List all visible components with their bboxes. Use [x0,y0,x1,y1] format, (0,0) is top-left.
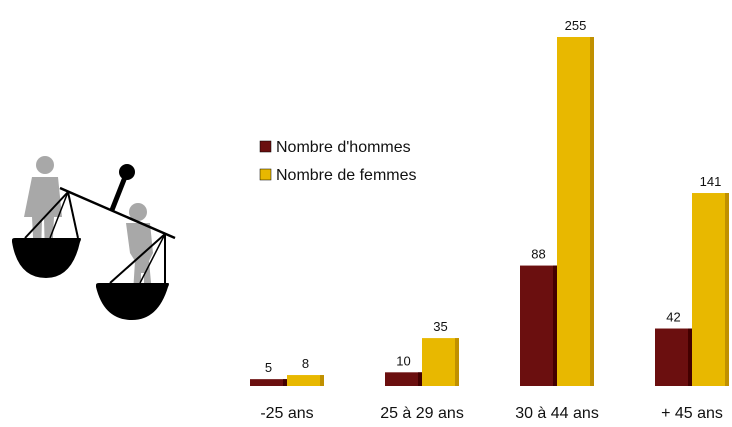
category-label: + 45 ans [661,405,723,422]
value-label: 35 [433,319,447,334]
bar-femmes-0 [287,375,324,386]
left-pan [12,191,81,278]
category-label: 30 à 44 ans [515,405,599,422]
bar-femmes-3 [692,193,729,386]
legend-item: Nombre de femmes [259,167,417,184]
right-pan [96,233,169,320]
value-label: 10 [396,353,410,368]
value-label: 42 [666,310,680,325]
bar-shade [590,37,594,386]
legend-label-femmes: Nombre de femmes [276,167,417,184]
value-label: 88 [531,247,545,262]
bar-shade [553,265,557,386]
bar-femmes-2 [557,37,594,386]
value-label: 8 [302,356,309,371]
bar-shade [688,328,692,386]
scale-beam [59,186,176,240]
scale-of-justice-icon [12,156,176,320]
bar-hommes-0 [250,379,287,386]
value-label: 5 [265,360,272,375]
bar-hommes-1 [385,372,422,386]
bar-shade [725,193,729,386]
legend: Nombre d'hommes Nombre de femmes [259,139,417,184]
value-labels: 5 8 10 35 88 255 42 141 [265,18,721,375]
bar-shade [418,372,422,386]
bars [250,37,729,386]
legend-label-hommes: Nombre d'hommes [276,139,411,156]
legend-swatch-hommes [259,140,272,153]
value-label: 141 [700,174,722,189]
bar-hommes-3 [655,328,692,386]
bar-shade [455,338,459,386]
scale-pivot [109,164,135,211]
legend-item: Nombre d'hommes [259,139,411,156]
category-labels: -25 ans 25 à 29 ans 30 à 44 ans + 45 ans [260,405,723,422]
value-label: 255 [565,18,587,33]
legend-swatch-femmes [259,168,272,181]
bar-shade [320,375,324,386]
category-label: 25 à 29 ans [380,405,464,422]
category-label: -25 ans [260,405,313,422]
man-silhouette [24,156,62,257]
bar-shade [283,379,287,386]
bar-femmes-1 [422,338,459,386]
bar-hommes-2 [520,265,557,386]
